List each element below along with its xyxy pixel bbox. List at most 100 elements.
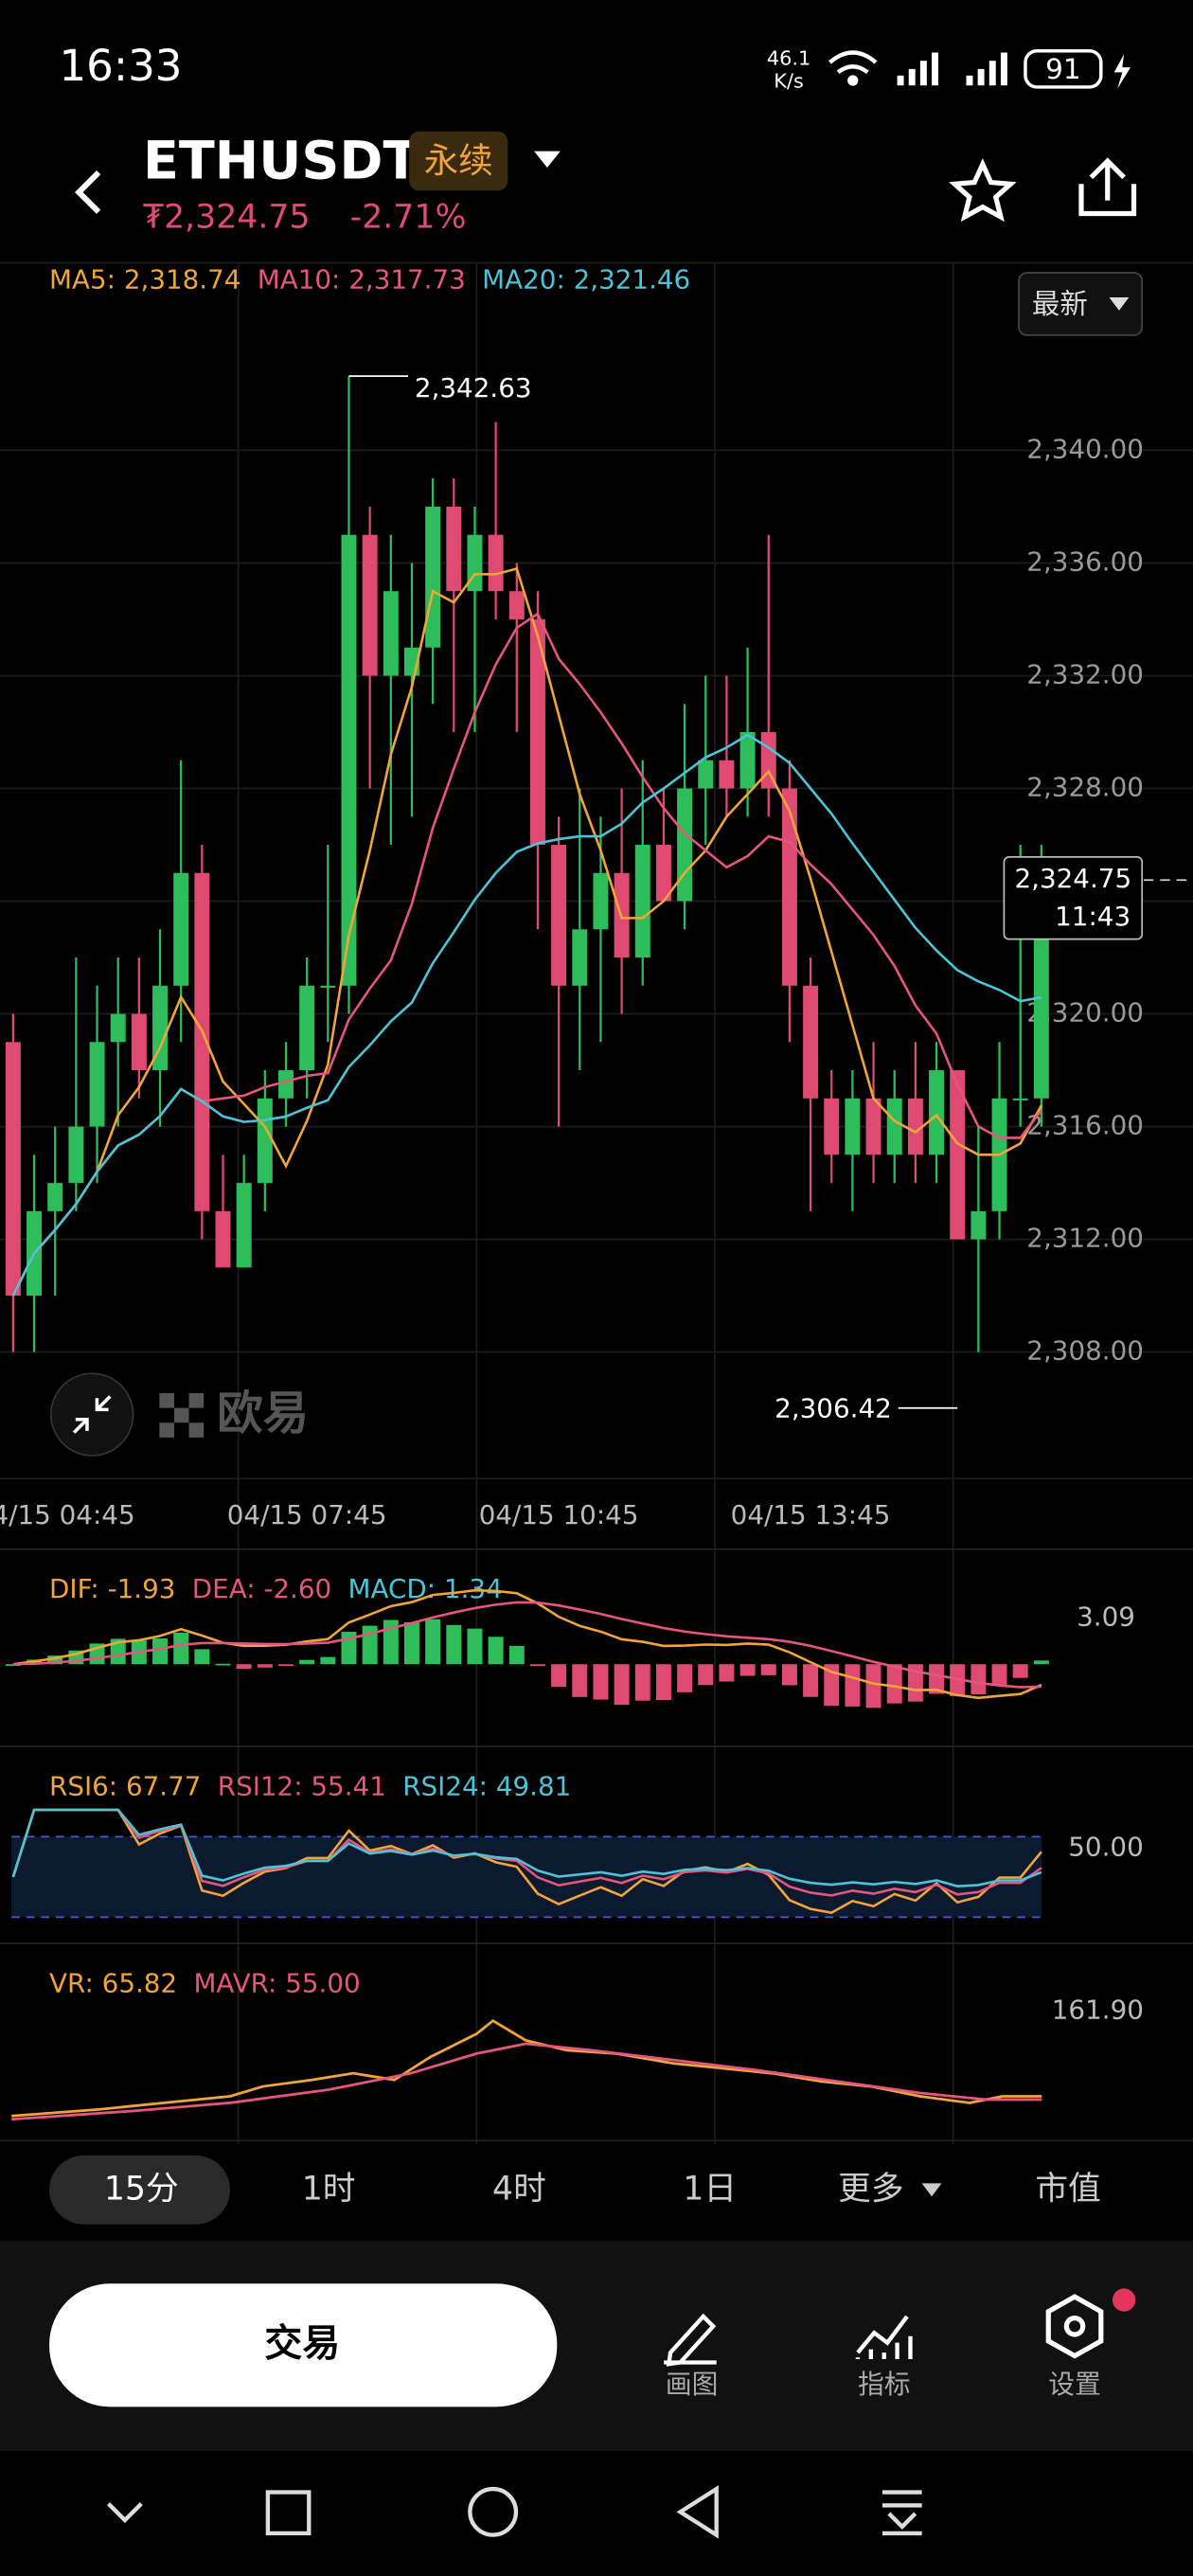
favorite-button[interactable] xyxy=(949,158,1017,223)
ma-line xyxy=(11,733,1042,1297)
y-tick-label: 2,308.00 xyxy=(1026,1335,1144,1367)
y-tick-label: 2,328.00 xyxy=(1026,772,1144,803)
dif-line xyxy=(12,1588,1042,1700)
y-tick-label: 2,312.00 xyxy=(1026,1223,1144,1254)
timeframe-tab[interactable]: 1日 xyxy=(683,2170,737,2208)
macd-bar xyxy=(803,1664,819,1697)
macd-bar xyxy=(929,1664,945,1694)
timeframe-tab[interactable]: 15分 xyxy=(104,2170,179,2208)
macd-bar xyxy=(425,1619,441,1665)
latest-button-bg[interactable] xyxy=(1018,272,1144,336)
last-price-box xyxy=(1003,856,1144,940)
candle-body xyxy=(1012,1098,1028,1100)
latest-button[interactable]: 最新 xyxy=(1032,288,1088,320)
macd-bar xyxy=(278,1664,294,1666)
candle-body xyxy=(257,1098,273,1184)
trade-button[interactable]: 交易 xyxy=(264,2322,340,2366)
macd-bar xyxy=(760,1664,776,1675)
symbol-dropdown[interactable] xyxy=(534,151,561,168)
macd-bar xyxy=(886,1664,902,1704)
tool-label[interactable]: 画图 xyxy=(666,2369,719,2400)
vr-axis-label: 161.90 xyxy=(1052,1994,1144,2025)
share-button[interactable] xyxy=(1078,157,1137,217)
x-tick-label: 04/15 13:45 xyxy=(731,1499,891,1530)
latest-dropdown xyxy=(1109,296,1130,311)
x-tick-label: 04/15 07:45 xyxy=(227,1499,387,1530)
candle-body xyxy=(5,1042,21,1297)
legend-label: VR: 65.82 xyxy=(49,1968,177,1999)
candle-body xyxy=(278,1070,294,1099)
candle-body xyxy=(634,845,650,958)
legend-label: DEA: -2.60 xyxy=(192,1573,331,1604)
macd-bar xyxy=(551,1664,567,1688)
macd-bar xyxy=(47,1655,63,1665)
rsi-line xyxy=(11,1808,1042,1887)
macd-bar xyxy=(152,1637,169,1665)
macd-bar xyxy=(614,1664,630,1706)
y-tick-label: 2,332.00 xyxy=(1026,658,1144,689)
macd-bar xyxy=(467,1628,483,1665)
macd-bar xyxy=(215,1663,231,1666)
last-price: 2,324.75 xyxy=(1015,863,1132,894)
trade-button-bg[interactable] xyxy=(49,2283,558,2407)
legend-label: RSI12: 55.41 xyxy=(218,1770,386,1801)
settings-badge xyxy=(1112,2288,1136,2312)
legend-label: DIF: -1.93 xyxy=(49,1573,175,1604)
more-dropdown xyxy=(921,2183,942,2197)
timeframe-tab[interactable]: 1时 xyxy=(302,2170,356,2208)
macd-bar xyxy=(1033,1660,1049,1665)
indicator-icon xyxy=(855,2315,913,2360)
macd-bar xyxy=(719,1664,735,1682)
candle-body xyxy=(698,760,714,789)
macd-bar xyxy=(529,1664,545,1666)
macd-bar xyxy=(677,1664,693,1692)
candle-body xyxy=(47,1183,63,1211)
candle-body xyxy=(803,985,819,1099)
y-tick-label: 2,340.00 xyxy=(1026,433,1144,464)
candle-body xyxy=(383,591,399,676)
ma-line xyxy=(11,566,1043,1297)
candle-body xyxy=(950,1070,966,1240)
macd-bar xyxy=(508,1645,525,1665)
watermark: 欧易 xyxy=(217,1386,309,1440)
clock: 16:33 xyxy=(59,41,182,91)
candle-body xyxy=(593,872,609,930)
battery-outline xyxy=(1024,49,1103,89)
macd-bar xyxy=(845,1664,861,1707)
macd-bar xyxy=(110,1638,126,1665)
timeframe-tab[interactable]: 更多 xyxy=(838,2170,903,2208)
macd-bar xyxy=(865,1664,881,1708)
candle-body xyxy=(529,618,545,846)
macd-bar xyxy=(991,1664,1007,1686)
macd-bar xyxy=(173,1632,189,1665)
candle-body xyxy=(845,1098,861,1155)
tool-label[interactable]: 设置 xyxy=(1048,2369,1101,2400)
header-price: ₮2,324.75 xyxy=(143,199,311,237)
net-unit: K/s xyxy=(774,70,804,93)
timeframe-tab[interactable]: 市值 xyxy=(1035,2170,1100,2208)
dea-line xyxy=(12,1601,1042,1689)
wifi-icon xyxy=(828,50,878,86)
tool-label[interactable]: 指标 xyxy=(858,2369,911,2400)
candle-body xyxy=(446,506,462,592)
settings-icon xyxy=(1045,2294,1104,2359)
candle-body xyxy=(341,534,357,986)
candle-body xyxy=(152,985,169,1071)
macd-bar xyxy=(1012,1664,1028,1678)
back-button[interactable] xyxy=(75,170,101,214)
candle-body xyxy=(677,788,693,902)
candle-body xyxy=(131,1013,147,1071)
timeframe-tab[interactable]: 4时 xyxy=(492,2170,546,2208)
collapse-button[interactable] xyxy=(49,1372,134,1457)
x-tick-label: 04/15 10:45 xyxy=(479,1499,639,1530)
countdown: 11:43 xyxy=(1055,901,1131,932)
candle-body xyxy=(929,1070,945,1155)
macd-bar xyxy=(320,1656,336,1665)
macd-bar xyxy=(907,1664,923,1702)
candle-body xyxy=(655,845,671,902)
mavr-line xyxy=(11,2042,1042,2121)
collapse-icon xyxy=(72,1395,112,1434)
x-tick-label: 04/15 04:45 xyxy=(0,1499,135,1530)
